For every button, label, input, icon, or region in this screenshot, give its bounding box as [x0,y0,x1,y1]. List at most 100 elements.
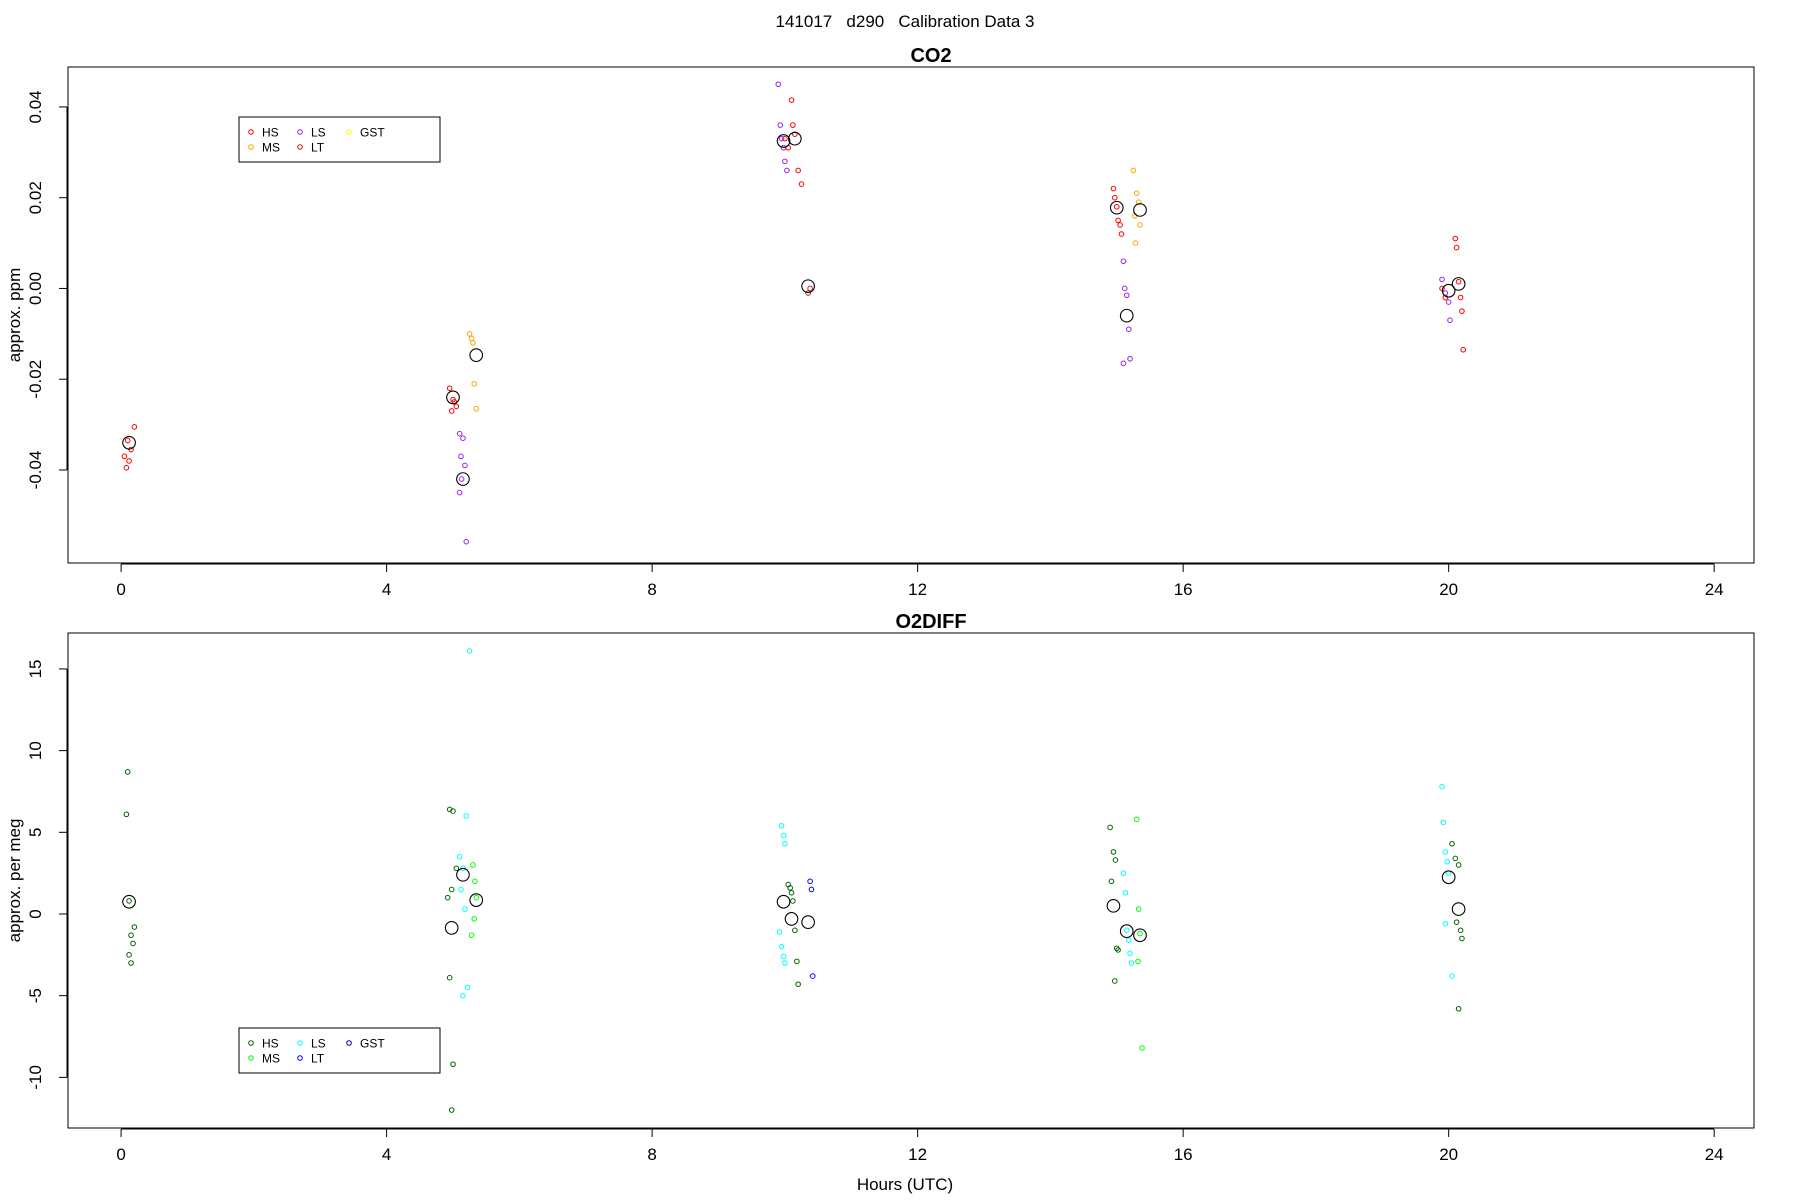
data-point-hs [123,464,130,471]
data-point-hs [1110,849,1117,855]
mean-marker [801,915,815,930]
y-tick-label: 0 [26,909,45,918]
legend-label-gst: GST [360,1037,385,1051]
data-point-hs [794,958,800,965]
data-point-ms [470,862,476,868]
data-point-ls [462,462,468,469]
data-point-hs [1455,862,1462,868]
data-point-hs [131,924,138,930]
data-point-hs [124,437,131,444]
data-point-hs [1117,222,1123,228]
y-tick-label: -0.04 [26,451,45,490]
y-tick-label: 5 [26,828,45,837]
data-point-ms [473,894,480,901]
x-tick-label: 8 [647,580,656,599]
data-point-ls [1442,849,1449,855]
legend-label-hs: HS [262,126,279,140]
y-tick-label: -10 [26,1065,45,1090]
mean-marker [1133,203,1147,217]
data-point-ls [1449,973,1455,979]
data-point-ls [777,122,784,128]
data-point-hs [1453,919,1460,925]
data-point-ls [780,953,787,960]
data-point-hs [1110,185,1117,192]
data-point-hs [453,865,460,872]
data-point-ls [1445,299,1452,305]
legend-label-lt: LT [311,1052,325,1066]
chart-title: CO2 [910,45,951,67]
data-point-ls [784,167,790,174]
data-point-hs [1115,217,1121,224]
data-point-ls [466,648,473,654]
data-point-hs [446,974,453,981]
y-axis-label: approx. per meg [5,819,24,943]
data-point-hs [1455,1005,1462,1012]
mean-marker [469,348,484,363]
y-tick-label: 15 [26,659,45,678]
data-point-ms [472,878,478,885]
x-tick-label: 20 [1439,580,1458,599]
data-point-hs [448,886,455,893]
data-point-ls [1123,927,1130,934]
data-point-ls [782,840,788,847]
mean-marker [1119,308,1134,323]
mean-marker [444,921,459,935]
y-tick-label: -0.02 [26,360,45,399]
data-point-ls [463,538,470,545]
data-point-hs [124,769,131,775]
data-point-hs [1112,857,1119,863]
data-point-hs [795,167,801,174]
data-point-hs [446,385,453,392]
data-point-hs [1455,278,1462,285]
data-point-hs [128,932,134,939]
data-point-ls [464,984,471,991]
mean-marker [122,435,136,450]
legend-marker-hs [248,129,254,135]
data-point-ls [776,929,783,935]
data-point-hs [131,424,138,430]
data-point-ls [456,489,463,496]
data-point-ms [1137,222,1143,228]
data-point-ms [1137,930,1143,937]
legend-label-lt: LT [311,141,325,155]
data-point-ms [473,405,480,412]
data-point-hs [453,403,460,410]
data-point-hs [1457,927,1464,934]
mean-marker [456,472,470,486]
data-point-ls [780,832,787,839]
data-point-hs [1449,840,1455,847]
data-point-ms [470,340,476,346]
legend-marker-hs [248,1040,254,1046]
data-point-hs [1118,231,1125,237]
legend-label-ls: LS [311,1037,326,1051]
mean-marker [1109,200,1124,215]
x-tick-label: 4 [382,580,391,599]
data-point-ls [460,865,466,872]
data-point-hs [450,808,456,814]
data-point-ls [460,992,466,999]
data-point-hs [795,981,801,988]
data-point-ls [1125,937,1132,943]
x-tick-label: 0 [116,580,125,599]
data-point-ls [1127,950,1133,956]
legend-box [238,116,441,163]
mean-marker [1106,898,1121,913]
data-point-lt [805,290,811,296]
legend-label-gst: GST [360,126,385,140]
data-point-ms [471,380,478,387]
mean-marker [801,279,815,294]
data-point-hs [444,894,451,901]
data-point-ms [1132,240,1139,246]
data-point-ls [778,943,785,950]
data-point-ls [778,135,785,142]
data-point-hs [126,458,132,464]
data-point-ls [778,822,785,829]
data-point-ls [456,430,463,437]
data-point-hs [1111,978,1118,984]
data-point-hs [448,1107,455,1113]
data-point-ms [468,335,475,342]
plot-frame [67,632,1755,1129]
y-tick-label: 0.04 [26,90,45,123]
